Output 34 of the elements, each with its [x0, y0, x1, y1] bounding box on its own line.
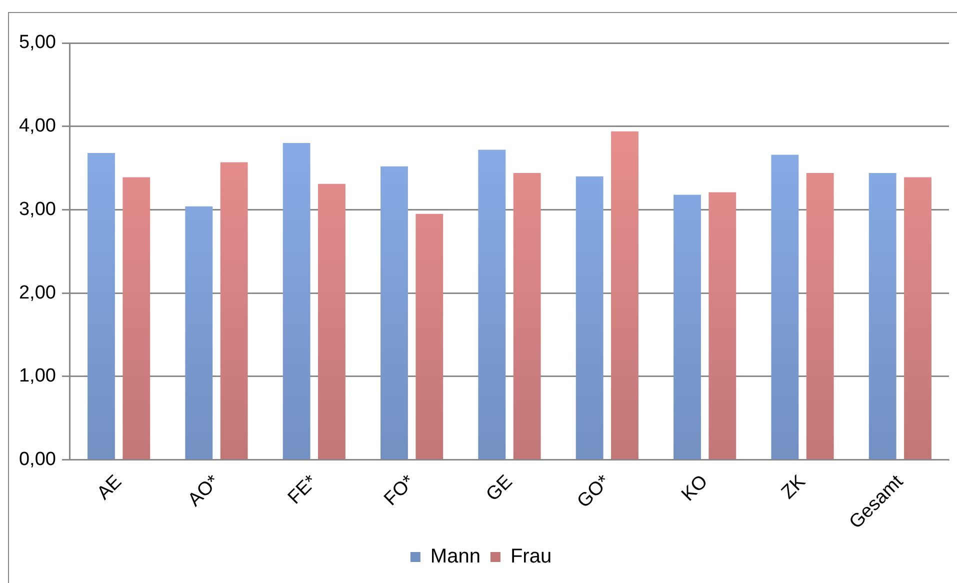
bar: [806, 173, 834, 460]
x-tick-label: GO*: [573, 470, 615, 512]
y-tick-label: 3,00: [18, 198, 56, 220]
x-tick-label: GE: [482, 471, 517, 506]
bar: [674, 194, 701, 460]
x-tick-label: ZK: [778, 471, 810, 504]
bar: [904, 177, 932, 460]
x-tick-label: AO*: [184, 470, 224, 511]
y-tick-label: 4,00: [18, 116, 56, 137]
x-tick-label: AE: [93, 471, 126, 504]
y-tick-label: 5,00: [18, 32, 56, 54]
bar: [282, 143, 310, 460]
bar: [478, 150, 506, 460]
x-tick-label: FE*: [284, 470, 322, 509]
bar: [771, 154, 799, 460]
bar: [122, 177, 150, 460]
bar: [318, 184, 346, 460]
x-tick-label: FO*: [380, 470, 420, 510]
bar: [576, 176, 604, 460]
bar: [868, 173, 896, 460]
y-tick-label: 0,00: [18, 449, 56, 470]
bar: [513, 173, 541, 460]
y-tick-label: 2,00: [18, 282, 56, 304]
bar: [185, 206, 213, 460]
bar: [416, 214, 444, 460]
legend-label: Frau: [510, 546, 552, 568]
bar: [88, 153, 115, 460]
legend-label: Mann: [430, 546, 480, 568]
bar: [220, 162, 248, 460]
bar: [708, 192, 736, 460]
x-tick-label: KO: [678, 471, 712, 506]
bar: [611, 131, 638, 460]
y-tick-label: 1,00: [18, 366, 56, 387]
bar: [380, 166, 408, 460]
